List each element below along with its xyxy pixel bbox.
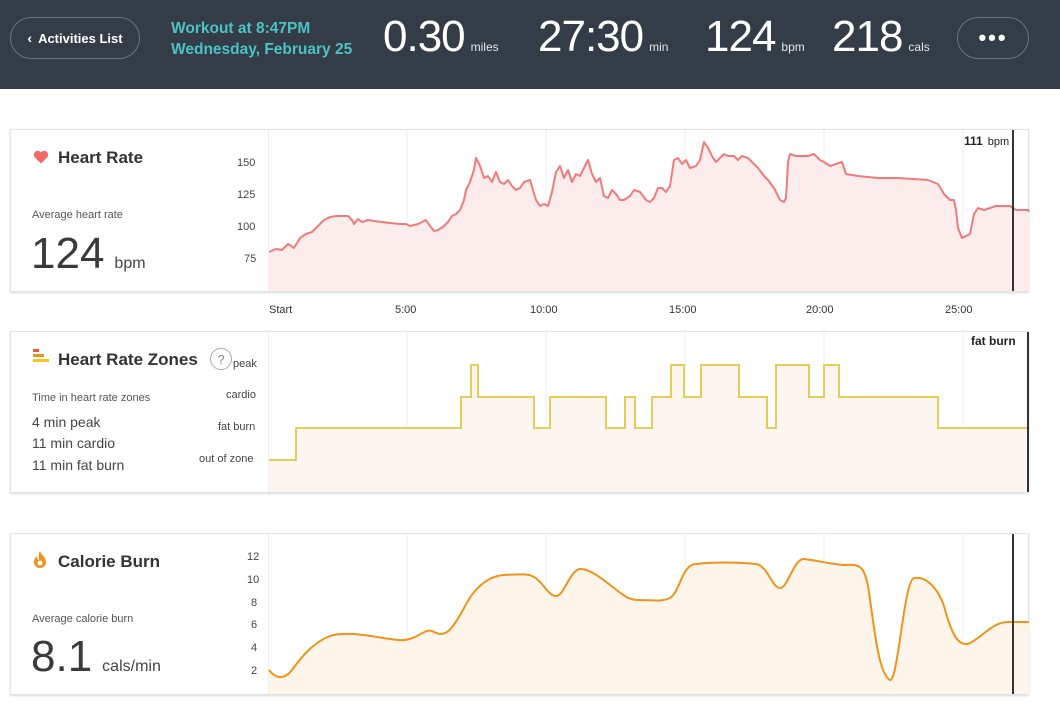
stat-heart-rate-unit: bpm [781,40,805,54]
y-tick: 75 [244,253,257,265]
heart-rate-cursor-readout: 111 bpm [964,134,1009,148]
heart-rate-area [269,142,1029,291]
stat-calories-value: 218 [832,12,903,61]
x-tick: 25:00 [945,304,973,316]
activities-list-button[interactable]: ‹ Activities List [10,17,140,59]
y-tick: peak [233,358,257,370]
calorie-line [268,558,1029,682]
heart-rate-card: Heart Rate Average heart rate 124 bpm 15… [10,129,1030,292]
y-tick: 2 [251,665,258,677]
stat-distance: 0.30 miles [383,12,499,62]
stat-duration-unit: min [649,40,669,54]
stat-duration-value: 27:30 [538,12,644,61]
y-tick: 4 [251,642,258,654]
heart-rate-chart[interactable] [268,130,1030,291]
zones-cursor-readout: fat burn [971,334,1016,348]
zone-cardio: 11 min cardio [32,435,116,451]
workout-title: Workout at 8:47PM Wednesday, February 25 [171,18,352,60]
y-tick: 10 [247,574,260,586]
more-options-button[interactable]: ••• [957,17,1029,59]
zones-icon [33,349,49,362]
y-tick: 100 [237,221,256,233]
cursor-value: 111 [964,134,983,148]
flame-icon [34,551,46,568]
y-tick: 8 [251,597,258,609]
x-tick: 5:00 [395,304,417,316]
workout-time: Workout at 8:47PM [171,20,311,37]
stat-calories: 218 cals [832,12,930,62]
cursor-unit: bpm [987,136,1010,148]
y-tick: cardio [226,389,256,401]
x-tick: 20:00 [806,304,834,316]
heart-rate-zones-chart[interactable] [268,332,1030,492]
avg-heart-rate-unit: bpm [114,255,146,272]
heart-rate-line [268,141,1030,253]
more-icon: ••• [978,25,1008,50]
chevron-left-icon: ‹ [27,30,33,46]
y-tick: 6 [251,619,258,631]
y-tick: out of zone [199,453,254,465]
workout-date: Wednesday, February 25 [171,41,353,58]
help-icon[interactable]: ? [210,348,232,370]
zone-peak: 4 min peak [32,414,101,430]
zones-title: Heart Rate Zones [58,350,198,369]
calorie-burn-card: Calorie Burn Average calorie burn 8.1 ca… [10,533,1029,695]
avg-calorie-unit: cals/min [102,658,161,675]
activities-list-label: Activities List [38,30,123,46]
x-tick: 10:00 [530,304,558,316]
stat-heart-rate-value: 124 [705,12,776,61]
avg-heart-rate-value: 124 [31,229,105,278]
y-tick: 12 [247,551,260,563]
x-tick: Start [269,304,293,316]
avg-calorie-value: 8.1 [31,632,93,681]
x-tick: 15:00 [669,304,697,316]
top-bar: ‹ Activities List Workout at 8:47PM Wedn… [0,0,1060,89]
heart-rate-zones-card: Heart Rate Zones ? Time in heart rate zo… [10,331,1029,493]
avg-heart-rate: 124 bpm [31,229,146,279]
y-tick: 125 [237,189,256,201]
avg-heart-rate-label: Average heart rate [32,209,123,221]
calorie-burn-title: Calorie Burn [58,552,161,571]
calorie-area [269,558,1029,694]
heart-icon [33,150,49,164]
avg-calorie-label: Average calorie burn [32,613,134,625]
avg-calorie-burn: 8.1 cals/min [31,632,161,682]
zone-fat-burn: 11 min fat burn [32,457,125,473]
zones-label: Time in heart rate zones [32,392,151,404]
zones-line [269,364,1029,461]
stat-distance-unit: miles [470,40,499,54]
calorie-burn-chart[interactable] [268,534,1030,694]
stat-distance-value: 0.30 [383,12,466,61]
y-tick: fat burn [218,421,256,433]
stat-duration: 27:30 min [538,12,668,62]
y-tick: 150 [237,157,256,169]
stat-calories-unit: cals [908,40,930,54]
stat-heart-rate: 124 bpm [705,12,805,62]
heart-rate-title: Heart Rate [58,148,144,167]
